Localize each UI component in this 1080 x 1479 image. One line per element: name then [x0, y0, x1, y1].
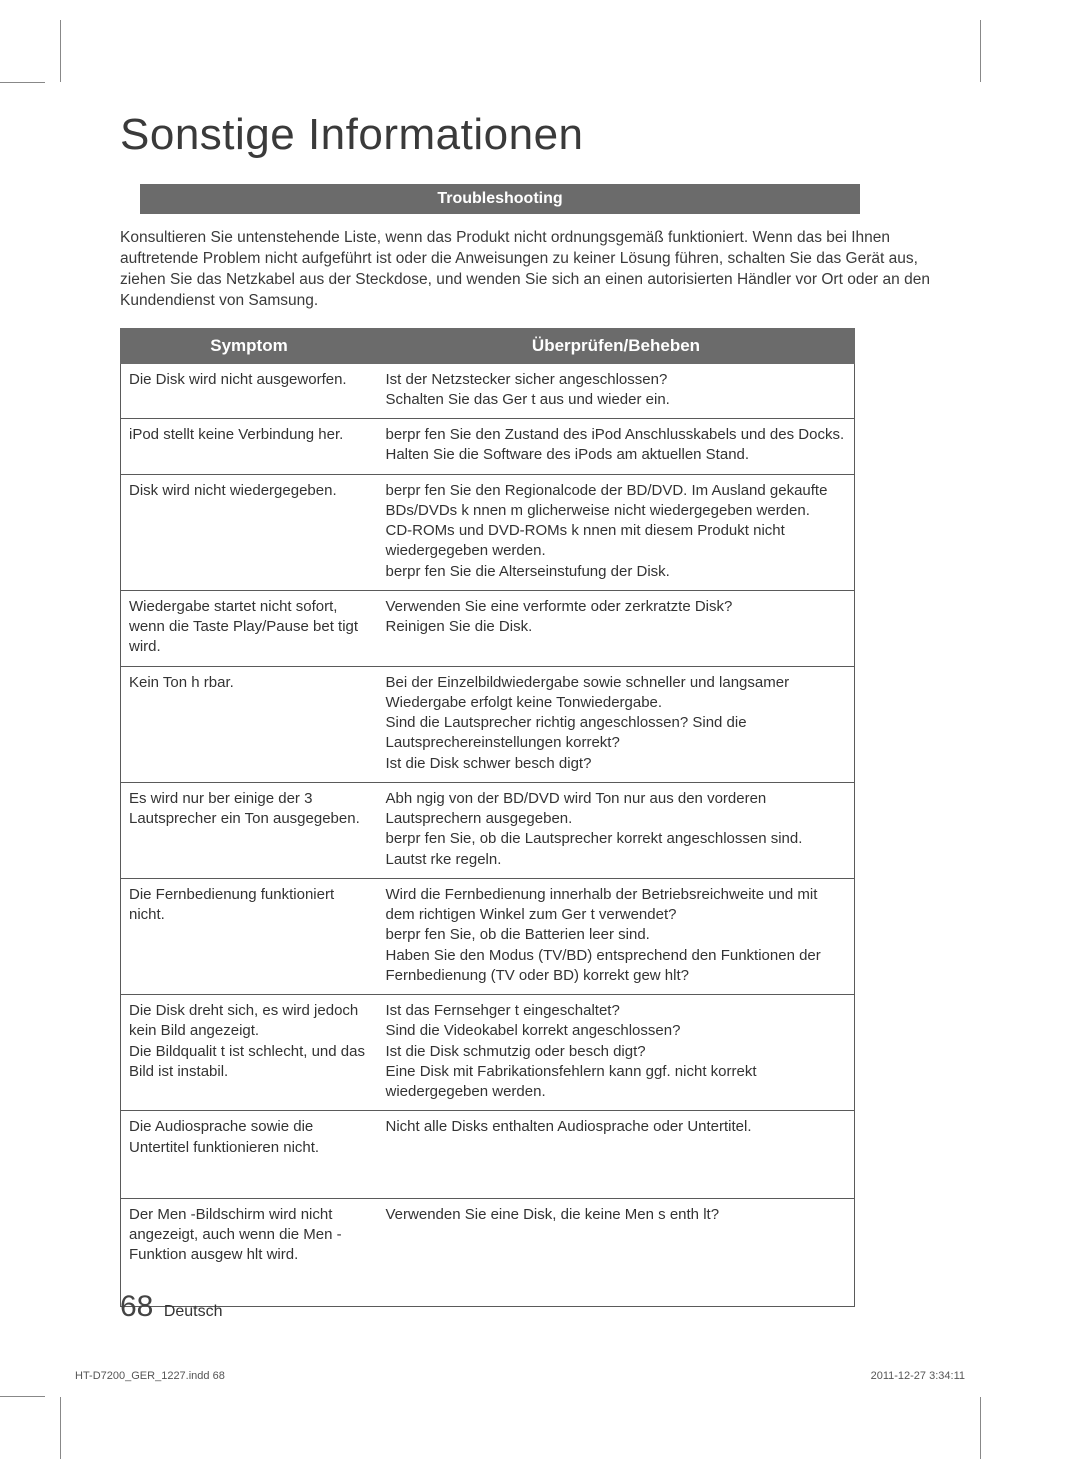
page-lang: Deutsch: [164, 1303, 223, 1320]
crop-mark: [980, 1397, 981, 1459]
print-timestamp: 2011-12-27 3:34:11: [871, 1370, 965, 1382]
section-header: Troubleshooting: [140, 184, 860, 214]
cell-symptom: Kein Ton h rbar.: [121, 666, 378, 782]
source-file: HT-D7200_GER_1227.indd 68: [75, 1370, 225, 1382]
crop-mark: [0, 1396, 45, 1397]
cell-symptom: Die Audiosprache sowie die Untertitel fu…: [121, 1111, 378, 1199]
cell-symptom: Die Fernbedienung funktioniert nicht.: [121, 878, 378, 994]
troubleshooting-table: Symptom Überprüfen/Beheben Die Disk wird…: [120, 328, 855, 1307]
cell-action: berpr fen Sie den Regionalcode der BD/DV…: [378, 474, 855, 590]
cell-symptom: Die Disk dreht sich, es wird jedoch kein…: [121, 995, 378, 1111]
crop-mark: [980, 20, 981, 82]
crop-mark: [0, 82, 45, 83]
page-content: Sonstige Informationen Troubleshooting K…: [120, 110, 960, 1307]
table-row: Die Audiosprache sowie die Untertitel fu…: [121, 1111, 855, 1199]
cell-action: Verwenden Sie eine verformte oder zerkra…: [378, 590, 855, 666]
table-row: Disk wird nicht wiedergegeben.berpr fen …: [121, 474, 855, 590]
table-row: Die Disk dreht sich, es wird jedoch kein…: [121, 995, 855, 1111]
table-row: Der Men -Bildschirm wird nicht angezeigt…: [121, 1198, 855, 1306]
page-footer: 68 Deutsch: [120, 1290, 223, 1324]
cell-symptom: iPod stellt keine Verbindung her.: [121, 419, 378, 475]
table-row: Es wird nur ber einige der 3 Lautspreche…: [121, 782, 855, 878]
crop-mark: [60, 20, 61, 82]
cell-action: Wird die Fernbedienung innerhalb der Bet…: [378, 878, 855, 994]
page-title: Sonstige Informationen: [120, 110, 960, 160]
table-row: Die Disk wird nicht ausgeworfen.Ist der …: [121, 363, 855, 419]
cell-action: berpr fen Sie den Zustand des iPod Ansch…: [378, 419, 855, 475]
cell-symptom: Die Disk wird nicht ausgeworfen.: [121, 363, 378, 419]
intro-text: Konsultieren Sie untenstehende Liste, we…: [120, 228, 960, 312]
cell-action: Abh ngig von der BD/DVD wird Ton nur aus…: [378, 782, 855, 878]
cell-action: Ist das Fernsehger t eingeschaltet? Sind…: [378, 995, 855, 1111]
cell-action: Verwenden Sie eine Disk, die keine Men s…: [378, 1198, 855, 1306]
cell-symptom: Wiedergabe startet nicht sofort, wenn di…: [121, 590, 378, 666]
cell-action: Ist der Netzstecker sicher angeschlossen…: [378, 363, 855, 419]
table-row: Wiedergabe startet nicht sofort, wenn di…: [121, 590, 855, 666]
table-row: iPod stellt keine Verbindung her.berpr f…: [121, 419, 855, 475]
cell-action: Nicht alle Disks enthalten Audiosprache …: [378, 1111, 855, 1199]
table-row: Die Fernbedienung funktioniert nicht.Wir…: [121, 878, 855, 994]
col-action: Überprüfen/Beheben: [378, 328, 855, 363]
page-number: 68: [120, 1290, 153, 1323]
cell-action: Bei der Einzelbildwiedergabe sowie schne…: [378, 666, 855, 782]
table-row: Kein Ton h rbar.Bei der Einzelbildwieder…: [121, 666, 855, 782]
cell-symptom: Disk wird nicht wiedergegeben.: [121, 474, 378, 590]
cell-symptom: Es wird nur ber einige der 3 Lautspreche…: [121, 782, 378, 878]
col-symptom: Symptom: [121, 328, 378, 363]
crop-mark: [60, 1397, 61, 1459]
